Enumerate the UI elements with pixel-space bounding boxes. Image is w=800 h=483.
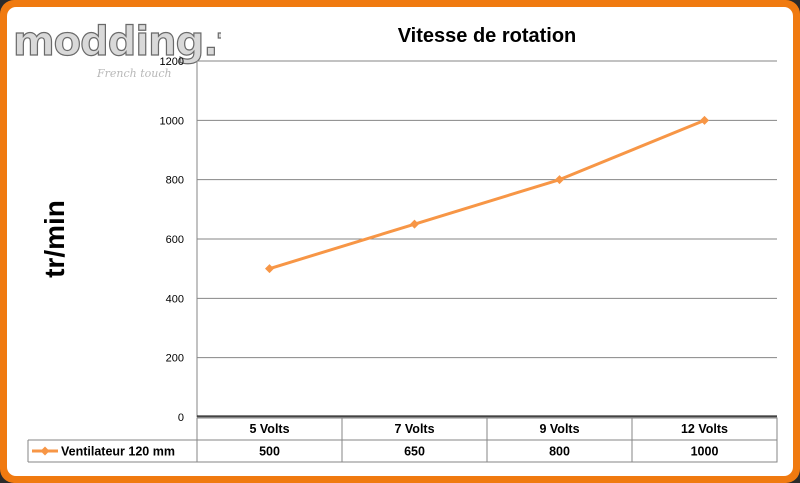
y-tick-label: 1000 (160, 115, 184, 127)
chart-title: Vitesse de rotation (397, 25, 577, 47)
data-point-marker (410, 219, 419, 229)
data-point-marker (265, 264, 274, 274)
legend-label: Ventilateur 120 mm (61, 445, 175, 459)
data-table-value: 800 (549, 445, 570, 459)
y-tick-label: 600 (166, 234, 184, 246)
data-table-value: 500 (259, 445, 280, 459)
y-tick-label: 200 (166, 353, 184, 365)
data-point-marker (555, 175, 564, 185)
data-table-value: 650 (404, 445, 425, 459)
y-tick-label: 400 (166, 293, 184, 305)
y-tick-label: 1200 (160, 56, 184, 68)
category-label: 9 Volts (539, 422, 579, 436)
y-tick-label: 800 (166, 175, 184, 187)
data-point-marker (700, 115, 709, 125)
category-label: 12 Volts (681, 422, 728, 436)
data-table-value: 1000 (691, 445, 719, 459)
legend-marker (40, 446, 50, 456)
series-line (268, 118, 706, 271)
category-label: 5 Volts (249, 422, 289, 436)
y-tick-label: 0 (178, 412, 184, 424)
category-label: 7 Volts (394, 422, 434, 436)
